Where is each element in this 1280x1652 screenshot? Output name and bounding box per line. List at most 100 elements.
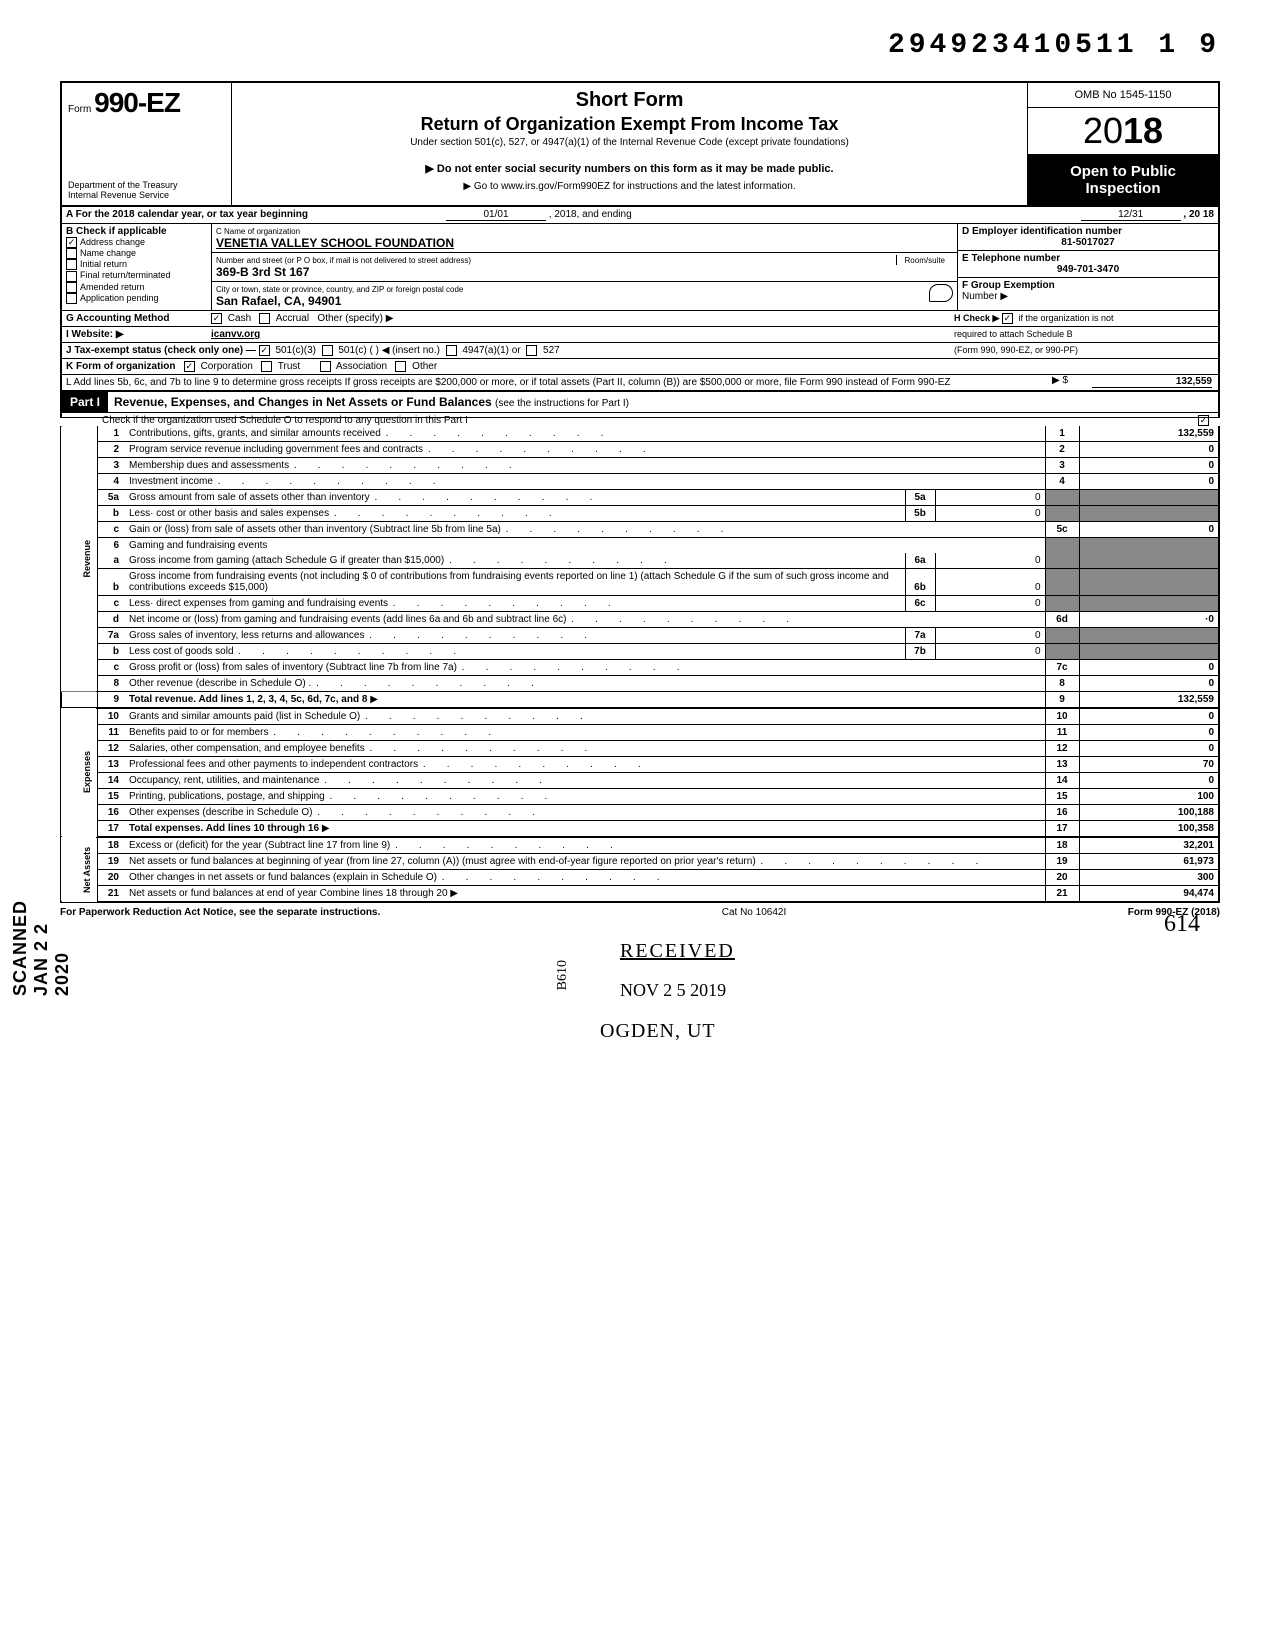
org-city[interactable]: San Rafael, CA, 94901 <box>216 294 341 308</box>
checkbox-527[interactable] <box>526 345 537 356</box>
line-amt[interactable]: ·0 <box>1079 612 1219 628</box>
year-century: 20 <box>1083 110 1123 151</box>
line-amt[interactable]: 132,559 <box>1079 692 1219 709</box>
check-label: Name change <box>80 248 136 258</box>
line-amt[interactable]: 0 <box>1079 458 1219 474</box>
line-amt[interactable]: 300 <box>1079 870 1219 886</box>
row-j-tax-exempt: J Tax-exempt status (check only one) — 5… <box>60 343 1220 359</box>
checkbox-schedule-o[interactable] <box>1198 415 1209 426</box>
sub-amt[interactable]: 0 <box>935 569 1045 596</box>
checkbox-corp[interactable] <box>184 361 195 372</box>
row-k-label: K Form of organization <box>66 361 175 372</box>
year-begin[interactable]: 01/01 <box>446 209 546 221</box>
line-amt[interactable]: 0 <box>1079 708 1219 725</box>
line-box: 3 <box>1045 458 1079 474</box>
sub-amt[interactable]: 0 <box>935 553 1045 569</box>
line-amt[interactable]: 100,188 <box>1079 805 1219 821</box>
check-final-return[interactable]: Final return/terminated <box>66 270 207 281</box>
part-1-title: Revenue, Expenses, and Changes in Net As… <box>114 395 492 409</box>
line-amt[interactable]: 0 <box>1079 474 1219 490</box>
check-initial-return[interactable]: Initial return <box>66 259 207 270</box>
line-7c: c Gross profit or (loss) from sales of i… <box>61 660 1219 676</box>
stamp-b610: B610 <box>555 960 571 990</box>
line-amt[interactable]: 100,358 <box>1079 821 1219 838</box>
line-14: 14 Occupancy, rent, utilities, and maint… <box>61 773 1219 789</box>
checkbox-501c3[interactable] <box>259 345 270 356</box>
line-desc: Contributions, gifts, grants, and simila… <box>125 426 1045 442</box>
line-num: d <box>97 612 125 628</box>
line-amt[interactable]: 0 <box>1079 660 1219 676</box>
handwritten-note: 614 <box>1164 911 1200 938</box>
line-5c: c Gain or (loss) from sale of assets oth… <box>61 522 1219 538</box>
check-label: Initial return <box>80 259 127 269</box>
shade-cell <box>1079 506 1219 522</box>
row-g-label: G Accounting Method <box>66 313 211 324</box>
checkbox-icon <box>66 259 77 270</box>
sub-amt[interactable]: 0 <box>935 506 1045 522</box>
line-amt[interactable]: 132,559 <box>1079 426 1219 442</box>
footer-mid: Cat No 10642I <box>722 907 787 918</box>
org-name[interactable]: VENETIA VALLEY SCHOOL FOUNDATION <box>216 236 454 250</box>
checkbox-h[interactable] <box>1002 313 1013 324</box>
check-address-change[interactable]: Address change <box>66 237 207 248</box>
line-desc: Net income or (loss) from gaming and fun… <box>125 612 1045 628</box>
line-amt[interactable]: 32,201 <box>1079 837 1219 854</box>
line-amt[interactable]: 0 <box>1079 676 1219 692</box>
row-h-text4: (Form 990, 990-EZ, or 990-PF) <box>954 345 1214 356</box>
website-label: I Website: ▶ <box>66 329 211 340</box>
line-2: 2 Program service revenue including gove… <box>61 442 1219 458</box>
sub-box: 6c <box>905 596 935 612</box>
line-amt[interactable]: 0 <box>1079 442 1219 458</box>
line-desc: Other revenue (describe in Schedule O) . <box>125 676 1045 692</box>
check-application-pending[interactable]: Application pending <box>66 293 207 304</box>
line-11: 11 Benefits paid to or for members 11 0 <box>61 725 1219 741</box>
line-num: 15 <box>97 789 125 805</box>
sub-amt[interactable]: 0 <box>935 490 1045 506</box>
checkbox-assoc[interactable] <box>320 361 331 372</box>
ein-value[interactable]: 81-5017027 <box>962 237 1214 248</box>
accrual-label: Accrual <box>276 313 309 324</box>
org-address[interactable]: 369-B 3rd St 167 <box>216 265 309 279</box>
line-num: 3 <box>97 458 125 474</box>
line-box: 9 <box>1045 692 1079 709</box>
line-num: b <box>97 644 125 660</box>
phone-value[interactable]: 949-701-3470 <box>962 264 1214 275</box>
checkbox-other-org[interactable] <box>395 361 406 372</box>
row-h-text1: H Check ▶ <box>954 313 999 323</box>
year-yy: 18 <box>1123 110 1163 151</box>
checkbox-trust[interactable] <box>261 361 272 372</box>
sub-amt[interactable]: 0 <box>935 644 1045 660</box>
line-amt[interactable]: 0 <box>1079 522 1219 538</box>
line-16: 16 Other expenses (describe in Schedule … <box>61 805 1219 821</box>
line-num: 16 <box>97 805 125 821</box>
line-num: 8 <box>97 676 125 692</box>
line-6d: d Net income or (loss) from gaming and f… <box>61 612 1219 628</box>
line-amt[interactable]: 94,474 <box>1079 886 1219 903</box>
line-amt[interactable]: 61,973 <box>1079 854 1219 870</box>
checkbox-4947[interactable] <box>446 345 457 356</box>
line-amt[interactable]: 70 <box>1079 757 1219 773</box>
line-amt[interactable]: 0 <box>1079 773 1219 789</box>
line-box: 19 <box>1045 854 1079 870</box>
sub-amt[interactable]: 0 <box>935 596 1045 612</box>
line-box: 6d <box>1045 612 1079 628</box>
line-amt[interactable]: 0 <box>1079 741 1219 757</box>
sub-amt[interactable]: 0 <box>935 628 1045 644</box>
group-exempt-label2: Number ▶ <box>962 291 1008 302</box>
website-value[interactable]: icanvv.org <box>211 329 260 340</box>
year-end-month[interactable]: 12/31 <box>1081 209 1181 221</box>
line-amt[interactable]: 0 <box>1079 725 1219 741</box>
line-desc: Investment income <box>125 474 1045 490</box>
row-l-amount[interactable]: 132,559 <box>1092 376 1212 388</box>
checkbox-accrual[interactable] <box>259 313 270 324</box>
side-revenue: Revenue <box>61 426 97 692</box>
line-box: 18 <box>1045 837 1079 854</box>
check-amended-return[interactable]: Amended return <box>66 282 207 293</box>
checkbox-501c[interactable] <box>322 345 333 356</box>
checkbox-cash[interactable] <box>211 313 222 324</box>
check-name-change[interactable]: Name change <box>66 248 207 259</box>
line-18: Net Assets 18 Excess or (deficit) for th… <box>61 837 1219 854</box>
row-a-dates: 01/01 , 2018, and ending <box>442 207 1058 223</box>
line-num: 20 <box>97 870 125 886</box>
line-amt[interactable]: 100 <box>1079 789 1219 805</box>
